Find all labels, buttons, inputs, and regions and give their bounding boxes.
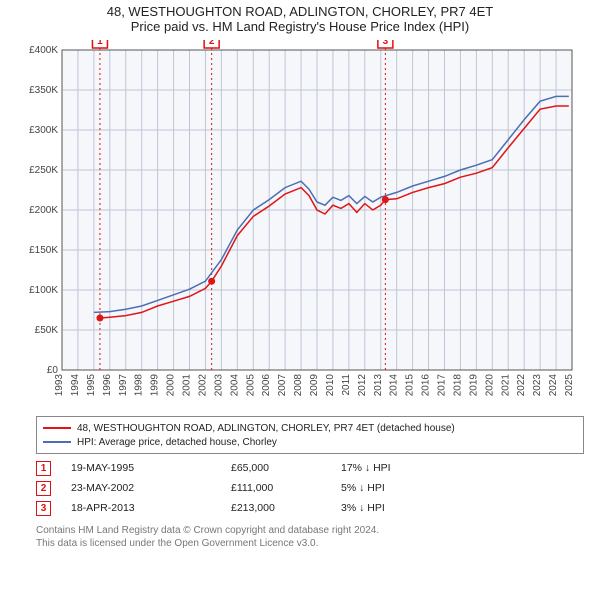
legend-swatch-hpi: [43, 441, 71, 443]
svg-text:£150K: £150K: [29, 245, 58, 256]
chart-area: £0£50K£100K£150K£200K£250K£300K£350K£400…: [14, 40, 586, 410]
marker-date: 23-MAY-2002: [71, 482, 231, 494]
svg-text:2011: 2011: [341, 374, 352, 396]
marker-box: 2: [36, 481, 51, 496]
marker-delta: 3% ↓ HPI: [341, 502, 461, 514]
svg-text:£100K: £100K: [29, 285, 58, 296]
svg-text:2012: 2012: [357, 374, 368, 397]
svg-text:2017: 2017: [437, 374, 448, 397]
svg-text:2: 2: [209, 40, 215, 47]
svg-text:1998: 1998: [134, 374, 145, 397]
chart-title-block: 48, WESTHOUGHTON ROAD, ADLINGTON, CHORLE…: [107, 0, 493, 40]
svg-text:2020: 2020: [484, 374, 495, 397]
svg-text:1995: 1995: [86, 374, 97, 397]
footer-line-2: This data is licensed under the Open Gov…: [36, 537, 584, 550]
svg-text:1: 1: [97, 40, 103, 47]
svg-text:2007: 2007: [277, 374, 288, 397]
title-line-1: 48, WESTHOUGHTON ROAD, ADLINGTON, CHORLE…: [107, 4, 493, 19]
price-chart-svg: £0£50K£100K£150K£200K£250K£300K£350K£400…: [14, 40, 586, 410]
svg-text:2009: 2009: [309, 374, 320, 397]
svg-text:£350K: £350K: [29, 85, 58, 96]
footer-attribution: Contains HM Land Registry data © Crown c…: [36, 524, 584, 550]
marker-row: 2 23-MAY-2002£111,0005% ↓ HPI: [36, 478, 584, 498]
svg-text:2010: 2010: [325, 374, 336, 397]
svg-text:3: 3: [383, 40, 389, 47]
svg-text:£50K: £50K: [35, 325, 59, 336]
legend-swatch-property: [43, 427, 71, 429]
legend-box: 48, WESTHOUGHTON ROAD, ADLINGTON, CHORLE…: [36, 416, 584, 454]
svg-text:2015: 2015: [405, 374, 416, 397]
legend-row-hpi: HPI: Average price, detached house, Chor…: [43, 435, 577, 449]
footer-line-1: Contains HM Land Registry data © Crown c…: [36, 524, 584, 537]
svg-text:2016: 2016: [421, 374, 432, 397]
svg-text:2022: 2022: [516, 374, 527, 397]
svg-text:1996: 1996: [102, 374, 113, 397]
marker-table: 1 19-MAY-1995£65,00017% ↓ HPI 2 23-MAY-2002…: [36, 458, 584, 518]
title-line-2: Price paid vs. HM Land Registry's House …: [107, 19, 493, 34]
svg-text:£400K: £400K: [29, 45, 58, 56]
marker-price: £213,000: [231, 502, 341, 514]
marker-box: 3: [36, 501, 51, 516]
svg-text:2019: 2019: [468, 374, 479, 397]
svg-text:2005: 2005: [245, 374, 256, 397]
marker-price: £111,000: [231, 482, 341, 494]
marker-date: 19-MAY-1995: [71, 462, 231, 474]
svg-text:1999: 1999: [150, 374, 161, 397]
marker-box: 1: [36, 461, 51, 476]
legend-label-property: 48, WESTHOUGHTON ROAD, ADLINGTON, CHORLE…: [77, 423, 455, 434]
svg-text:1993: 1993: [54, 374, 65, 397]
svg-text:2000: 2000: [166, 374, 177, 397]
marker-date: 18-APR-2013: [71, 502, 231, 514]
svg-text:£200K: £200K: [29, 205, 58, 216]
svg-text:2002: 2002: [197, 374, 208, 397]
svg-text:2003: 2003: [213, 374, 224, 397]
svg-text:2013: 2013: [373, 374, 384, 397]
svg-text:2006: 2006: [261, 374, 272, 397]
svg-text:1994: 1994: [70, 374, 81, 397]
svg-text:2025: 2025: [564, 374, 575, 397]
svg-text:£300K: £300K: [29, 125, 58, 136]
marker-row: 3 18-APR-2013£213,0003% ↓ HPI: [36, 498, 584, 518]
svg-text:2004: 2004: [229, 374, 240, 397]
svg-text:2023: 2023: [532, 374, 543, 397]
marker-price: £65,000: [231, 462, 341, 474]
svg-text:2018: 2018: [452, 374, 463, 397]
svg-text:2014: 2014: [389, 374, 400, 397]
svg-text:1997: 1997: [118, 374, 129, 397]
marker-delta: 17% ↓ HPI: [341, 462, 461, 474]
svg-text:2008: 2008: [293, 374, 304, 397]
svg-text:£250K: £250K: [29, 165, 58, 176]
svg-text:2024: 2024: [548, 374, 559, 397]
legend-label-hpi: HPI: Average price, detached house, Chor…: [77, 437, 277, 448]
svg-text:2021: 2021: [500, 374, 511, 397]
svg-text:2001: 2001: [182, 374, 193, 397]
marker-row: 1 19-MAY-1995£65,00017% ↓ HPI: [36, 458, 584, 478]
marker-delta: 5% ↓ HPI: [341, 482, 461, 494]
legend-row-property: 48, WESTHOUGHTON ROAD, ADLINGTON, CHORLE…: [43, 421, 577, 435]
